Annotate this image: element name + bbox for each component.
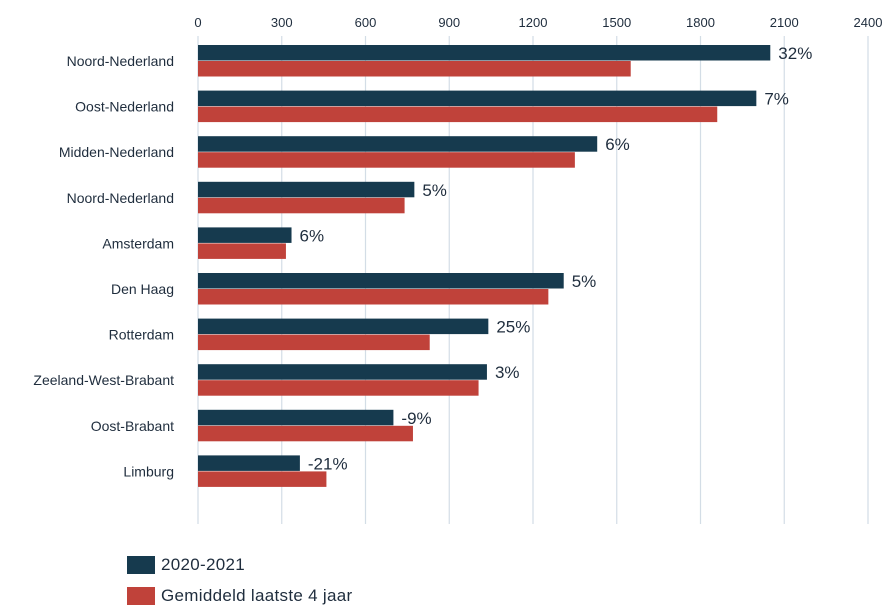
- data-label: 6%: [300, 226, 325, 245]
- category-label: Den Haag: [111, 281, 174, 297]
- legend-swatch-series-2: [127, 587, 155, 605]
- category-labels: Noord-Nederland Oost-Nederland Midden-Nede…: [33, 53, 174, 479]
- bar-chart: 0 300 600 900 1200 1500 1800 2100 2400 Noord-Ned…: [33, 15, 882, 524]
- data-label: 32%: [778, 44, 812, 63]
- bar-2020-2021: [198, 455, 300, 471]
- data-labels: 32% 7% 6% 5% 6% 5% 25% 3% -9% -21%: [300, 44, 813, 473]
- legend-label-series-2: Gemiddeld laatste 4 jaar: [161, 586, 353, 605]
- bar-2020-2021: [198, 318, 489, 335]
- bar-gemiddeld-4-jaar: [198, 106, 718, 123]
- legend-item-series-2: Gemiddeld laatste 4 jaar: [127, 583, 352, 609]
- legend: 2020-2021 Gemiddeld laatste 4 jaar: [127, 552, 352, 614]
- bar-gemiddeld-4-jaar: [198, 152, 575, 168]
- bar-2020-2021: [198, 409, 394, 426]
- legend-item-series-1: 2020-2021: [127, 552, 352, 578]
- bar-2020-2021: [198, 181, 415, 198]
- x-tick-label: 1500: [602, 15, 631, 30]
- bar-gemiddeld-4-jaar: [198, 61, 631, 77]
- bar-2020-2021: [198, 227, 292, 243]
- bar-2020-2021: [198, 273, 564, 289]
- bar-2020-2021: [198, 136, 598, 152]
- category-label: Oost-Nederland: [75, 99, 174, 115]
- x-axis-ticks: 0 300 600 900 1200 1500 1800 2100 2400: [194, 15, 882, 30]
- data-label: 5%: [422, 181, 447, 200]
- bar-gemiddeld-4-jaar: [198, 243, 286, 259]
- x-tick-label: 2400: [854, 15, 883, 30]
- bars: [198, 45, 771, 487]
- bar-2020-2021: [198, 45, 771, 61]
- category-label: Rotterdam: [109, 327, 174, 343]
- bar-gemiddeld-4-jaar: [198, 197, 405, 214]
- category-label: Zeeland-West-Brabant: [33, 372, 174, 388]
- legend-swatch-series-1: [127, 556, 155, 574]
- category-label: Noord-Nederland: [67, 190, 174, 206]
- x-tick-label: 1800: [686, 15, 715, 30]
- x-tick-label: 2100: [770, 15, 799, 30]
- x-tick-label: 0: [194, 15, 201, 30]
- x-tick-label: 300: [271, 15, 293, 30]
- x-tick-label: 1200: [519, 15, 548, 30]
- data-label: -9%: [401, 409, 431, 428]
- bar-gemiddeld-4-jaar: [198, 380, 479, 396]
- data-label: 3%: [495, 363, 520, 382]
- bar-gemiddeld-4-jaar: [198, 425, 413, 442]
- data-label: 5%: [572, 272, 597, 291]
- data-label: -21%: [308, 454, 348, 473]
- data-label: 6%: [605, 135, 630, 154]
- x-tick-label: 900: [438, 15, 460, 30]
- x-tick-label: 600: [355, 15, 377, 30]
- bar-gemiddeld-4-jaar: [198, 289, 549, 305]
- category-label: Noord-Nederland: [67, 53, 174, 69]
- legend-label-series-1: 2020-2021: [161, 555, 245, 574]
- bar-gemiddeld-4-jaar: [198, 471, 327, 487]
- category-label: Midden-Nederland: [59, 144, 174, 160]
- category-label: Amsterdam: [102, 235, 174, 251]
- category-label: Limburg: [123, 463, 174, 479]
- data-label: 7%: [764, 90, 789, 109]
- data-label: 25%: [496, 318, 530, 337]
- bar-2020-2021: [198, 364, 487, 380]
- bar-gemiddeld-4-jaar: [198, 334, 430, 351]
- bar-2020-2021: [198, 90, 757, 107]
- category-label: Oost-Brabant: [91, 418, 174, 434]
